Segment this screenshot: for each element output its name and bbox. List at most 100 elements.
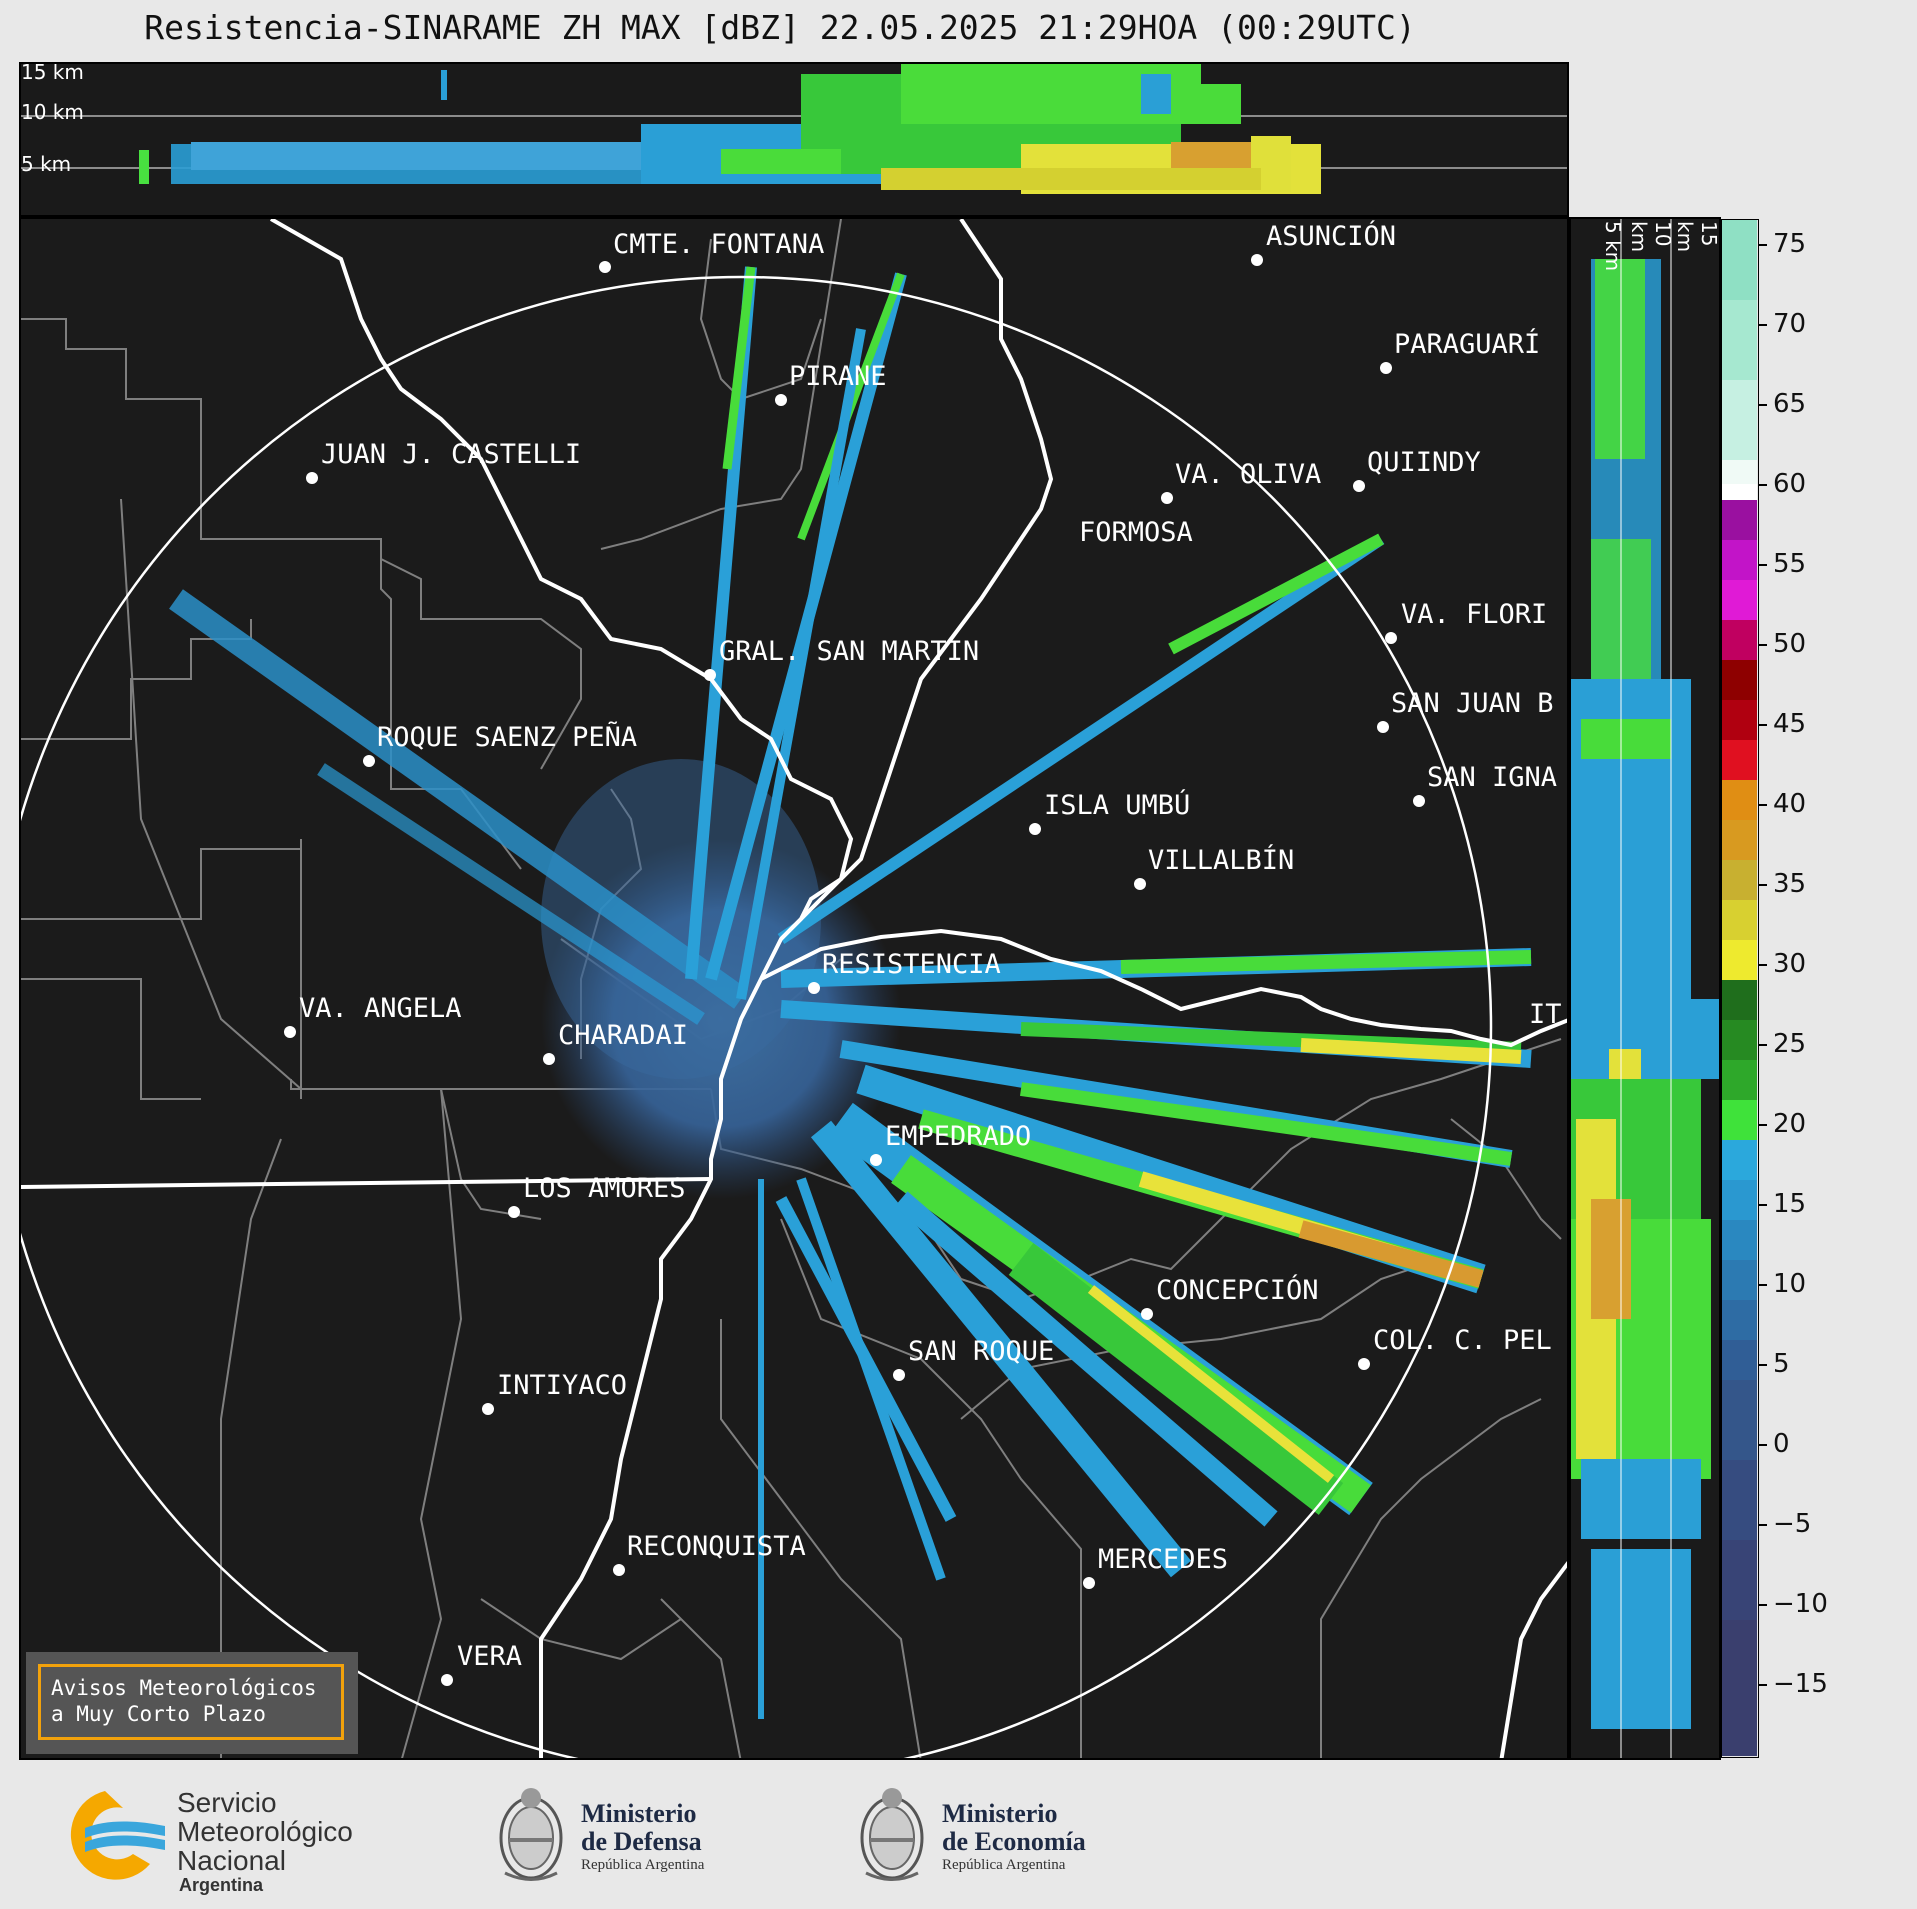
coat-of-arms-icon bbox=[860, 1788, 924, 1881]
footer: Servicio Meteorológico Nacional Argentin… bbox=[0, 1760, 1917, 1909]
city-isla-umbu: ISLA UMBÚ bbox=[1044, 790, 1191, 821]
notice-frame: Avisos Meteorológicos a Muy Corto Plazo bbox=[38, 1664, 344, 1740]
city-pirane: PIRANE bbox=[789, 361, 887, 392]
city-va-angela: VA. ANGELA bbox=[299, 993, 462, 1024]
economia-name: Ministerio de Economía República Argenti… bbox=[942, 1800, 1086, 1874]
city-va-oliva: VA. OLIVA bbox=[1175, 459, 1322, 490]
city-dot bbox=[775, 394, 787, 406]
city-villalbin: VILLALBÍN bbox=[1148, 845, 1295, 876]
top-cross-section-panel: 15 km 10 km 5 km bbox=[19, 62, 1569, 217]
colorbar-tick: −15 bbox=[1759, 1671, 1828, 1697]
city-los-amores: LOS AMORES bbox=[523, 1173, 686, 1204]
colorbar-tick: 10 bbox=[1759, 1271, 1806, 1297]
city-dot bbox=[808, 982, 820, 994]
colorbar-tick: 65 bbox=[1759, 391, 1806, 417]
smn-line4: Argentina bbox=[179, 1875, 264, 1895]
smn-line2: Meteorológico bbox=[177, 1816, 353, 1847]
notice-line1: Avisos Meteorológicos bbox=[51, 1676, 317, 1700]
smn-logo-icon bbox=[70, 1791, 165, 1880]
city-charadai: CHARADAI bbox=[558, 1020, 689, 1051]
radar-map-svg bbox=[21, 219, 1567, 1758]
smn-line1: Servicio bbox=[177, 1787, 277, 1818]
colorbar-tick: 15 bbox=[1759, 1191, 1806, 1217]
city-it: IT bbox=[1529, 999, 1562, 1030]
colorbar bbox=[1721, 219, 1759, 1758]
city-dot bbox=[1134, 878, 1146, 890]
top-cross-section-svg bbox=[21, 64, 1567, 194]
city-dot bbox=[1083, 1577, 1095, 1589]
economia-line1: Ministerio bbox=[942, 1799, 1058, 1828]
city-col-c-pel: COL. C. PEL bbox=[1373, 1325, 1552, 1356]
city-dot bbox=[1141, 1308, 1153, 1320]
notice-line2: a Muy Corto Plazo bbox=[51, 1702, 266, 1726]
smn-line3: Nacional bbox=[177, 1845, 286, 1876]
city-resistencia: RESISTENCIA bbox=[822, 949, 1001, 980]
city-dot bbox=[1413, 795, 1425, 807]
side-height-label-10km: 10 km bbox=[1627, 221, 1675, 253]
defensa-name: Ministerio de Defensa República Argentin… bbox=[581, 1800, 704, 1874]
colorbar-tick: 35 bbox=[1759, 871, 1806, 897]
colorbar-tick: −5 bbox=[1759, 1511, 1811, 1537]
city-dot bbox=[441, 1674, 453, 1686]
smn-name: Servicio Meteorológico Nacional Argentin… bbox=[177, 1788, 353, 1895]
city-dot bbox=[599, 261, 611, 273]
city-dot bbox=[1353, 480, 1365, 492]
city-san-juan-b: SAN JUAN B bbox=[1391, 688, 1554, 719]
colorbar-tick: 70 bbox=[1759, 311, 1806, 337]
city-dot bbox=[893, 1369, 905, 1381]
city-dot bbox=[704, 669, 716, 681]
defensa-line1: Ministerio bbox=[581, 1799, 697, 1828]
city-dot bbox=[613, 1564, 625, 1576]
city-dot bbox=[1380, 362, 1392, 374]
colorbar-tick: 55 bbox=[1759, 551, 1806, 577]
city-cmte-fontana: CMTE. FONTANA bbox=[613, 229, 825, 260]
defensa-line2: de Defensa bbox=[581, 1827, 702, 1856]
city-va-flori: VA. FLORI bbox=[1401, 599, 1548, 630]
colorbar-tick: 0 bbox=[1759, 1431, 1790, 1457]
top-height-label-15km: 15 km bbox=[21, 62, 84, 84]
city-dot bbox=[306, 472, 318, 484]
side-cross-section-svg bbox=[1571, 219, 1719, 1758]
top-height-label-10km: 10 km bbox=[21, 100, 84, 124]
city-dot bbox=[870, 1154, 882, 1166]
city-intiyaco: INTIYACO bbox=[497, 1370, 628, 1401]
side-height-label-5km: 5 km bbox=[1601, 221, 1625, 272]
colorbar-tick: 30 bbox=[1759, 951, 1806, 977]
colorbar-tick: 50 bbox=[1759, 631, 1806, 657]
city-gral-san-martin: GRAL. SAN MARTIN bbox=[719, 636, 980, 667]
colorbar-ticks: 75 70 65 60 55 50 45 40 35 30 25 20 15 1… bbox=[1759, 219, 1879, 1758]
chart-title: Resistencia-SINARAME ZH MAX [dBZ] 22.05.… bbox=[144, 8, 1416, 47]
smn-logo: Servicio Meteorológico Nacional Argentin… bbox=[55, 1784, 385, 1895]
city-formosa: FORMOSA bbox=[1079, 517, 1193, 548]
top-height-label-5km: 5 km bbox=[21, 152, 72, 176]
city-dot bbox=[1251, 254, 1263, 266]
economia-line2: de Economía bbox=[942, 1827, 1086, 1856]
city-dot bbox=[482, 1403, 494, 1415]
city-dot bbox=[363, 755, 375, 767]
city-dot bbox=[284, 1026, 296, 1038]
colorbar-tick: 20 bbox=[1759, 1111, 1806, 1137]
city-dot bbox=[1358, 1358, 1370, 1370]
colorbar-tick: 75 bbox=[1759, 231, 1806, 257]
city-dot bbox=[1161, 492, 1173, 504]
side-cross-section-panel: 5 km 10 km 15 km bbox=[1569, 217, 1721, 1760]
colorbar-tick: −10 bbox=[1759, 1591, 1828, 1617]
city-empedrado: EMPEDRADO bbox=[885, 1121, 1032, 1152]
city-juan-j-castelli: JUAN J. CASTELLI bbox=[321, 439, 582, 470]
radar-map: CMTE. FONTANA ASUNCIÓN PARAGUARÍ PIRANE … bbox=[19, 217, 1569, 1760]
city-dot bbox=[508, 1206, 520, 1218]
city-dot bbox=[1385, 632, 1397, 644]
city-asuncion: ASUNCIÓN bbox=[1266, 221, 1397, 252]
city-mercedes: MERCEDES bbox=[1098, 1544, 1229, 1575]
colorbar-tick: 45 bbox=[1759, 711, 1806, 737]
defensa-logo: Ministerio de Defensa República Argentin… bbox=[495, 1778, 755, 1898]
city-vera: VERA bbox=[457, 1641, 523, 1672]
notice-box: Avisos Meteorológicos a Muy Corto Plazo bbox=[26, 1652, 358, 1754]
city-dot bbox=[543, 1053, 555, 1065]
colorbar-tick: 25 bbox=[1759, 1031, 1806, 1057]
city-roque-saenz-pena: ROQUE SAENZ PEÑA bbox=[377, 722, 638, 753]
coat-of-arms-icon bbox=[499, 1788, 563, 1881]
colorbar-tick: 5 bbox=[1759, 1351, 1790, 1377]
city-concepcion: CONCEPCIÓN bbox=[1156, 1275, 1319, 1306]
colorbar-tick: 40 bbox=[1759, 791, 1806, 817]
